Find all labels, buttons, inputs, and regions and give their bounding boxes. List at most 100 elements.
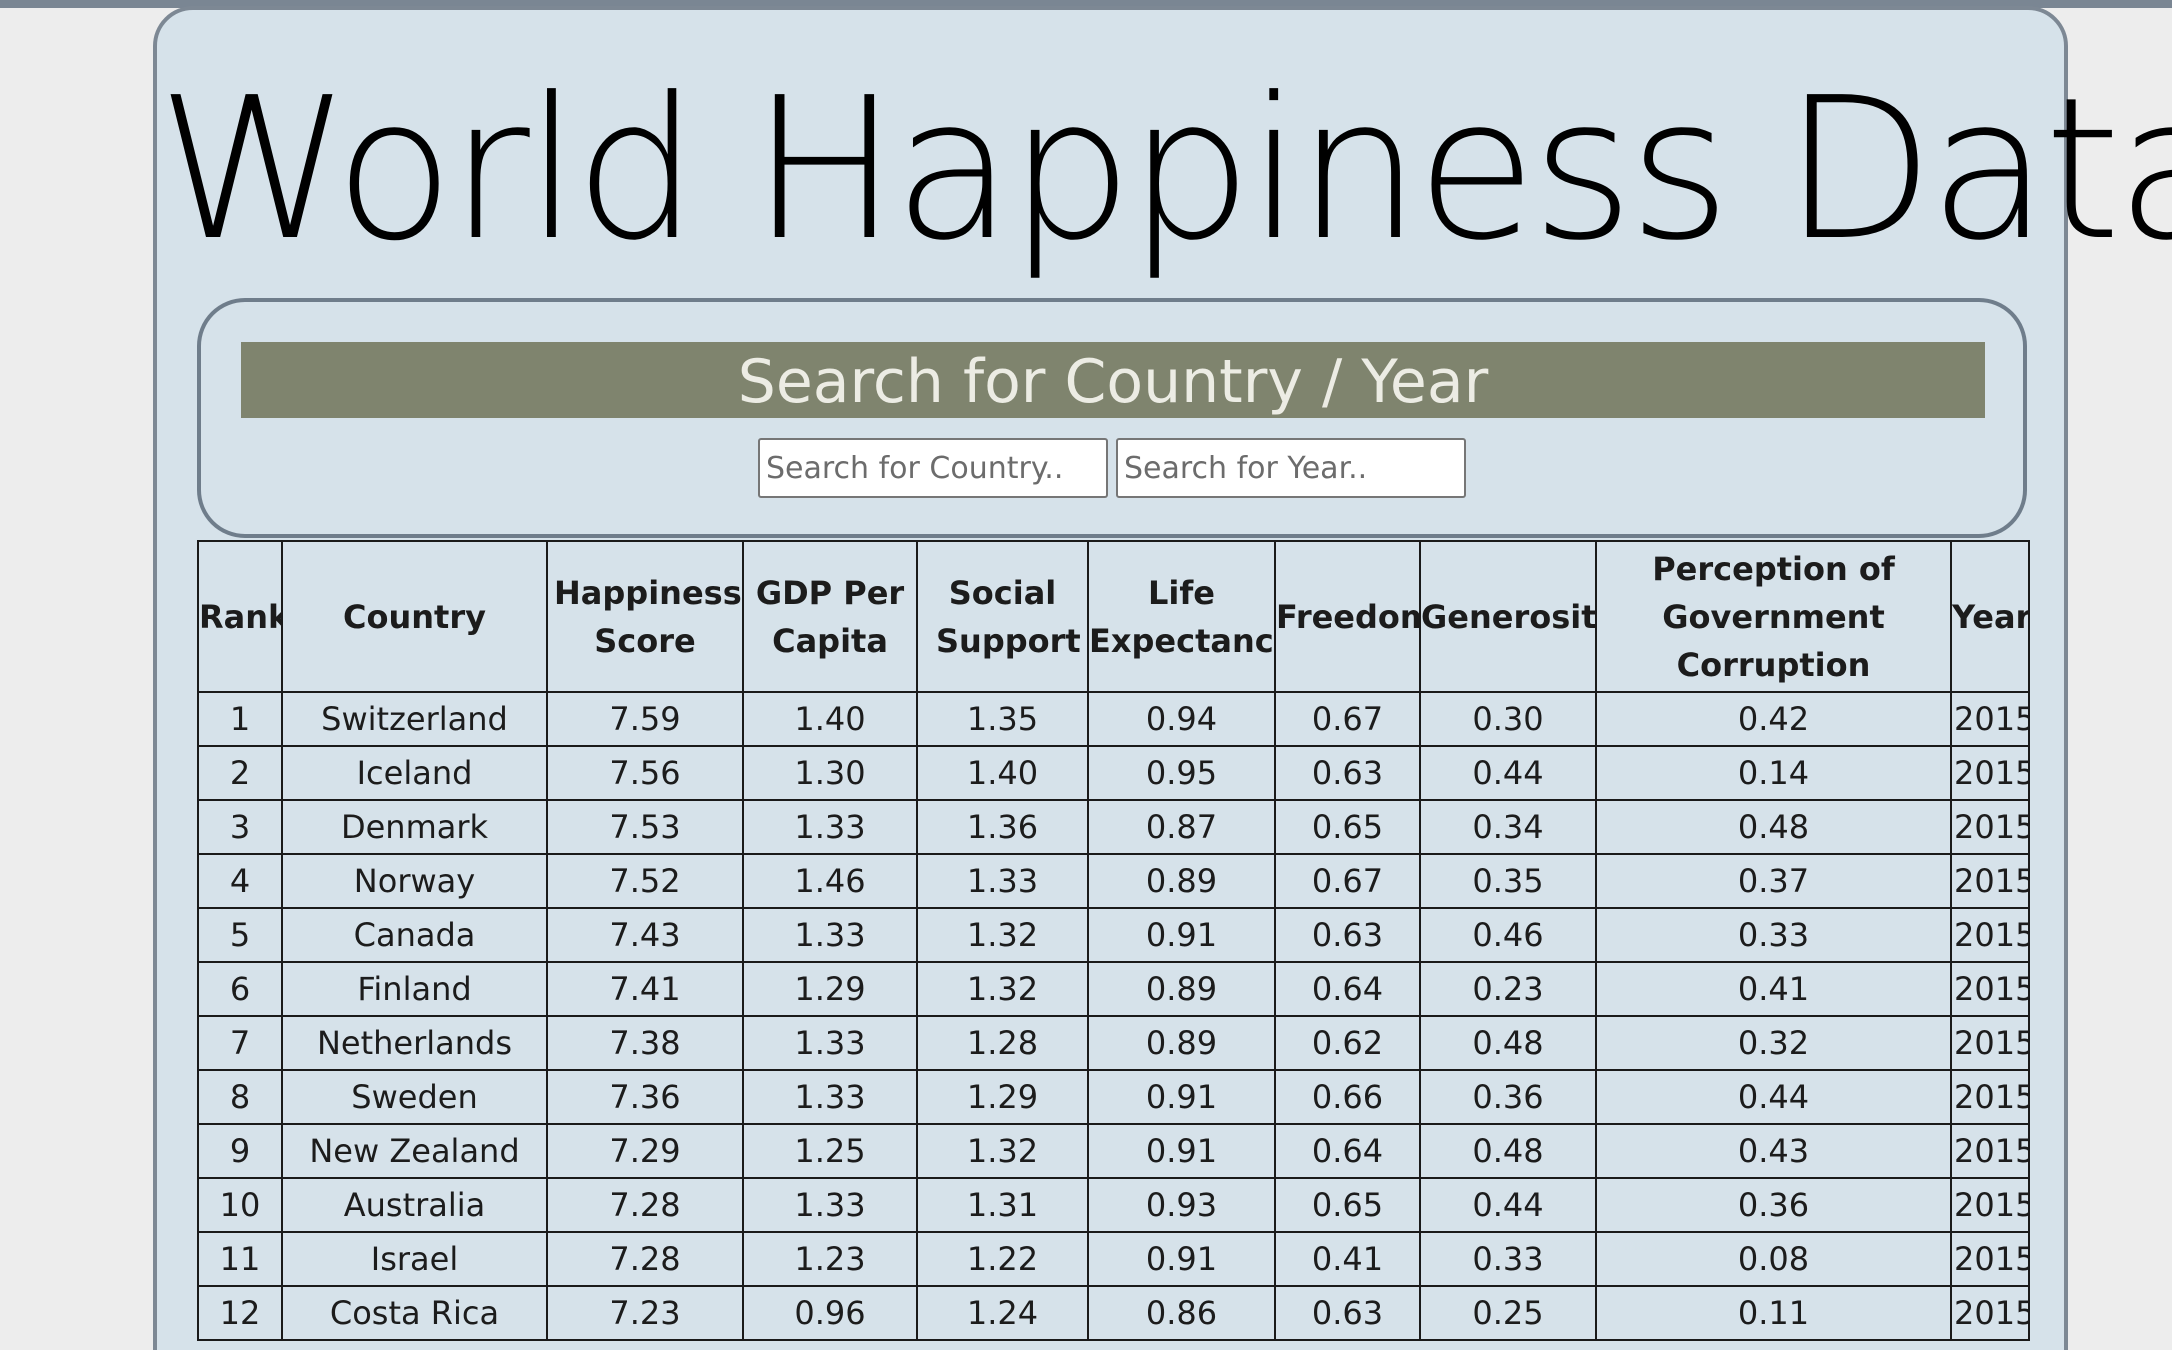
table-row: 5 Canada 7.43 1.33 1.32 0.91 0.63 0.46 0.33 2015 [197,907,2030,963]
cell-rank: 7 [197,1015,283,1071]
cell-happiness-score: 7.56 [546,745,744,801]
table-row: 10 Australia 7.28 1.33 1.31 0.93 0.65 0.44 0.36 2… [197,1177,2030,1233]
cell-social-support: 1.40 [916,745,1089,801]
cell-social-support: 1.36 [916,799,1089,855]
cell-life-expectancy: 0.87 [1087,799,1276,855]
cell-freedom: 0.65 [1274,1177,1421,1233]
cell-corruption: 0.37 [1595,853,1952,909]
column-header-rank: Rank [197,540,283,693]
cell-corruption: 0.41 [1595,961,1952,1017]
cell-happiness-score: 7.29 [546,1123,744,1179]
column-header-generosity: Generosity [1419,540,1597,693]
cell-happiness-score: 7.28 [546,1231,744,1287]
cell-year: 2015 [1950,1177,2030,1233]
table-body: 1 Switzerland 7.59 1.40 1.35 0.94 0.67 0.30 0.42… [197,691,2030,1341]
column-header-gdp-per-capita-label: GDP Per Capita [755,573,905,660]
column-header-happiness-score-label: Happiness Score [554,573,742,660]
cell-country: Costa Rica [281,1285,548,1341]
cell-rank: 5 [197,907,283,963]
column-header-freedom: Freedom [1274,540,1421,693]
cell-corruption: 0.14 [1595,745,1952,801]
table-row: 4 Norway 7.52 1.46 1.33 0.89 0.67 0.35 0.37 2015 [197,853,2030,909]
cell-year: 2015 [1950,691,2030,747]
cell-social-support: 1.24 [916,1285,1089,1341]
cell-life-expectancy: 0.89 [1087,853,1276,909]
cell-life-expectancy: 0.86 [1087,1285,1276,1341]
cell-rank: 2 [197,745,283,801]
cell-happiness-score: 7.52 [546,853,744,909]
header-row: Rank Country Happiness Score GDP Per Cap… [197,540,2030,693]
table-row: 7 Netherlands 7.38 1.33 1.28 0.89 0.62 0.48 0.32… [197,1015,2030,1071]
cell-gdp-per-capita: 1.23 [742,1231,918,1287]
cell-country: New Zealand [281,1123,548,1179]
cell-happiness-score: 7.41 [546,961,744,1017]
column-header-gdp-per-capita: GDP Per Capita [742,540,918,693]
cell-rank: 11 [197,1231,283,1287]
cell-year: 2015 [1950,1069,2030,1125]
cell-year: 2015 [1950,853,2030,909]
cell-generosity: 0.35 [1419,853,1597,909]
cell-corruption: 0.32 [1595,1015,1952,1071]
cell-gdp-per-capita: 1.33 [742,1177,918,1233]
cell-corruption: 0.43 [1595,1123,1952,1179]
cell-freedom: 0.63 [1274,907,1421,963]
column-header-social-support: Social Support [916,540,1089,693]
cell-year: 2015 [1950,1285,2030,1341]
cell-happiness-score: 7.53 [546,799,744,855]
cell-year: 2015 [1950,1231,2030,1287]
cell-social-support: 1.31 [916,1177,1089,1233]
cell-happiness-score: 7.28 [546,1177,744,1233]
column-header-country: Country [281,540,548,693]
cell-rank: 4 [197,853,283,909]
cell-freedom: 0.41 [1274,1231,1421,1287]
cell-generosity: 0.44 [1419,1177,1597,1233]
cell-gdp-per-capita: 1.25 [742,1123,918,1179]
cell-country: Israel [281,1231,548,1287]
cell-year: 2015 [1950,1015,2030,1071]
cell-gdp-per-capita: 1.30 [742,745,918,801]
column-header-life-expectancy: Life Expectancy [1087,540,1276,693]
cell-corruption: 0.44 [1595,1069,1952,1125]
cell-life-expectancy: 0.91 [1087,1069,1276,1125]
cell-country: Sweden [281,1069,548,1125]
year-search-input[interactable] [1116,438,1466,498]
browser-top-strip [0,0,2172,8]
cell-life-expectancy: 0.91 [1087,1123,1276,1179]
cell-life-expectancy: 0.94 [1087,691,1276,747]
table-header: Rank Country Happiness Score GDP Per Cap… [197,540,2030,693]
table-row: 9 New Zealand 7.29 1.25 1.32 0.91 0.64 0.48 0.43… [197,1123,2030,1179]
country-search-input[interactable] [758,438,1108,498]
cell-freedom: 0.65 [1274,799,1421,855]
cell-social-support: 1.22 [916,1231,1089,1287]
cell-happiness-score: 7.43 [546,907,744,963]
table-row: 6 Finland 7.41 1.29 1.32 0.89 0.64 0.23 0.41 2015 [197,961,2030,1017]
cell-social-support: 1.32 [916,907,1089,963]
cell-happiness-score: 7.59 [546,691,744,747]
cell-rank: 9 [197,1123,283,1179]
cell-life-expectancy: 0.95 [1087,745,1276,801]
cell-generosity: 0.46 [1419,907,1597,963]
cell-country: Iceland [281,745,548,801]
cell-freedom: 0.67 [1274,853,1421,909]
cell-freedom: 0.64 [1274,1123,1421,1179]
cell-life-expectancy: 0.91 [1087,907,1276,963]
cell-corruption: 0.36 [1595,1177,1952,1233]
cell-rank: 8 [197,1069,283,1125]
table-row: 8 Sweden 7.36 1.33 1.29 0.91 0.66 0.36 0.44 2015 [197,1069,2030,1125]
table-row: 11 Israel 7.28 1.23 1.22 0.91 0.41 0.33 0.08 2015 [197,1231,2030,1287]
cell-generosity: 0.33 [1419,1231,1597,1287]
cell-generosity: 0.25 [1419,1285,1597,1341]
cell-gdp-per-capita: 1.40 [742,691,918,747]
cell-rank: 3 [197,799,283,855]
cell-freedom: 0.64 [1274,961,1421,1017]
cell-life-expectancy: 0.89 [1087,961,1276,1017]
cell-country: Switzerland [281,691,548,747]
search-panel: Search for Country / Year [197,298,2027,538]
cell-social-support: 1.28 [916,1015,1089,1071]
page-card: World Happiness Data Search for Country … [153,6,2172,1350]
table-row: 1 Switzerland 7.59 1.40 1.35 0.94 0.67 0.30 0.42… [197,691,2030,747]
cell-happiness-score: 7.36 [546,1069,744,1125]
cell-year: 2015 [1950,907,2030,963]
column-header-social-support-label: Social Support [936,573,1081,660]
cell-corruption: 0.08 [1595,1231,1952,1287]
